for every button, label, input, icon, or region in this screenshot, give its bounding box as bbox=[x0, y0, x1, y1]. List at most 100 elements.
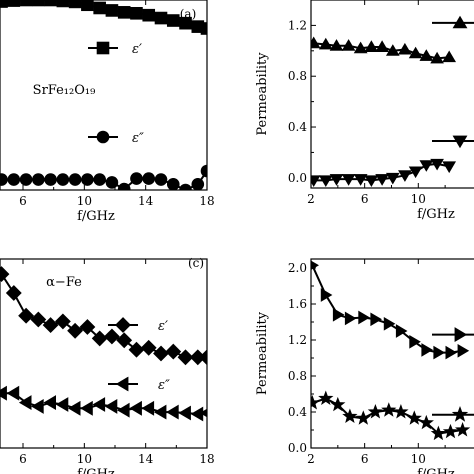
material-annotation: α−Fe bbox=[46, 275, 82, 290]
data-point bbox=[430, 51, 444, 64]
data-point bbox=[104, 398, 118, 414]
series-line bbox=[311, 264, 463, 354]
data-point bbox=[341, 174, 356, 186]
data-point bbox=[191, 178, 205, 190]
data-point bbox=[7, 0, 21, 7]
plot-frame bbox=[0, 0, 208, 191]
panel-label: (a) bbox=[180, 7, 197, 21]
data-point bbox=[116, 332, 133, 349]
panel-b: 2 6 10 0.0 0.4 0.8 1.2 f/GHz Permeability bbox=[255, 0, 474, 222]
data-point bbox=[130, 6, 143, 20]
data-point bbox=[454, 422, 471, 437]
legend-marker bbox=[454, 327, 468, 343]
panel-d: 2 6 10 0.0 0.4 0.8 1.2 1.6 2.0 f/GHz Permeability bbox=[255, 258, 474, 474]
y-axis-label: Permeability bbox=[255, 52, 270, 136]
x-tick-label: 10 bbox=[77, 194, 92, 208]
x-tick-label: 14 bbox=[138, 452, 154, 466]
data-point bbox=[0, 385, 7, 401]
material-annotation: SrFe₁₂O₁₉ bbox=[33, 83, 96, 98]
data-point bbox=[311, 260, 319, 271]
data-point bbox=[30, 311, 47, 328]
data-point bbox=[105, 4, 119, 17]
plot-frame bbox=[310, 0, 474, 189]
x-tick-label: 10 bbox=[77, 452, 92, 466]
data-point bbox=[409, 334, 421, 349]
data-point bbox=[165, 343, 182, 360]
data-point bbox=[442, 423, 459, 439]
legend-label: ε′ bbox=[158, 319, 168, 334]
y-tick-label: 1.2 bbox=[288, 333, 307, 347]
x-tick-label: 10 bbox=[411, 452, 426, 466]
data-point bbox=[93, 173, 106, 186]
x-tick-label: 14 bbox=[138, 194, 154, 208]
data-point bbox=[199, 349, 207, 366]
data-point bbox=[375, 40, 389, 53]
panel-label: (c) bbox=[188, 256, 204, 270]
x-tick-label: 6 bbox=[19, 194, 27, 208]
y-tick-label: 0.0 bbox=[288, 171, 307, 185]
legend-marker bbox=[451, 406, 469, 422]
data-point bbox=[56, 0, 70, 8]
y-tick-label: 0.8 bbox=[288, 369, 307, 383]
legend-marker bbox=[96, 41, 110, 55]
data-point bbox=[318, 390, 334, 406]
data-point bbox=[19, 0, 33, 7]
data-point bbox=[67, 400, 81, 416]
legend-marker bbox=[115, 376, 129, 392]
data-point bbox=[344, 311, 357, 326]
data-point bbox=[330, 396, 346, 412]
data-point bbox=[44, 173, 57, 186]
data-point bbox=[0, 173, 8, 186]
data-point bbox=[318, 175, 333, 187]
data-layer bbox=[311, 36, 457, 187]
data-point bbox=[166, 14, 180, 27]
data-point bbox=[154, 11, 168, 25]
data-point bbox=[79, 319, 96, 335]
data-point bbox=[200, 164, 207, 178]
data-point bbox=[419, 49, 434, 61]
data-point bbox=[398, 170, 412, 182]
data-point bbox=[375, 174, 389, 186]
data-point bbox=[81, 173, 94, 186]
x-tick-label: 10 bbox=[411, 192, 426, 206]
data-point bbox=[398, 42, 412, 55]
data-point bbox=[393, 404, 409, 419]
data-point bbox=[457, 343, 470, 358]
data-point bbox=[19, 173, 33, 186]
data-point bbox=[5, 285, 22, 301]
data-point bbox=[190, 406, 204, 422]
data-layer bbox=[0, 0, 207, 190]
data-point bbox=[442, 50, 457, 63]
data-layer bbox=[311, 260, 471, 441]
data-point bbox=[364, 175, 379, 187]
data-point bbox=[332, 307, 345, 322]
data-point bbox=[44, 0, 57, 7]
data-point bbox=[418, 414, 434, 430]
data-point bbox=[117, 402, 130, 418]
data-point bbox=[42, 317, 59, 334]
data-point bbox=[178, 405, 191, 421]
data-point bbox=[353, 174, 368, 186]
data-point bbox=[179, 183, 192, 190]
data-point bbox=[442, 161, 457, 174]
data-point bbox=[367, 404, 384, 419]
y-tick-label: 0.4 bbox=[288, 120, 307, 134]
data-point bbox=[153, 404, 167, 420]
x-axis-label: f/GHz bbox=[417, 467, 455, 474]
data-point bbox=[385, 44, 400, 56]
panel-a: 6 10 14 18 f/GHz ε′ ε″ SrFe₁₂O₁₉ (a) bbox=[0, 0, 215, 224]
x-tick-label: 18 bbox=[199, 194, 214, 208]
data-point bbox=[370, 312, 382, 327]
data-point bbox=[140, 339, 157, 356]
data-point bbox=[67, 322, 84, 339]
data-point bbox=[311, 395, 320, 410]
data-point bbox=[129, 400, 142, 416]
data-point bbox=[381, 402, 397, 417]
plot-frame bbox=[310, 258, 474, 449]
legend-marker bbox=[96, 130, 110, 144]
data-point bbox=[154, 173, 168, 186]
data-point bbox=[54, 313, 71, 330]
data-point bbox=[141, 400, 155, 416]
data-point bbox=[419, 160, 434, 172]
data-layer bbox=[0, 266, 207, 422]
